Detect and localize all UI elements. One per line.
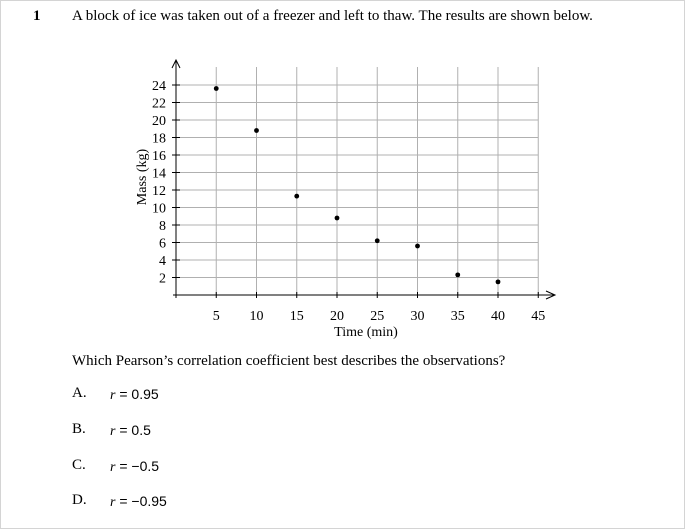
- option-d-number: = −0.95: [115, 493, 167, 509]
- x-tick-label: 35: [451, 309, 465, 324]
- option-c-value[interactable]: r = −0.5: [110, 458, 159, 476]
- y-tick-label: 24: [152, 79, 166, 94]
- option-b-number: = 0.5: [115, 422, 151, 438]
- y-tick-label: 20: [152, 114, 166, 129]
- x-tick-label: 40: [491, 309, 505, 324]
- y-tick-label: 8: [159, 219, 166, 234]
- question-text: A block of ice was taken out of a freeze…: [72, 8, 593, 24]
- option-c-var: r: [110, 460, 116, 475]
- option-d-var: r: [110, 495, 116, 510]
- data-point: [334, 215, 340, 221]
- question-number: 1: [33, 8, 41, 24]
- x-tick-label: 25: [370, 309, 384, 324]
- y-tick-label: 16: [152, 149, 166, 164]
- y-axis-arrow: [171, 58, 181, 69]
- y-tick-label: 14: [152, 167, 166, 182]
- x-tick-label: 5: [213, 309, 220, 324]
- y-tick-label: 12: [152, 184, 166, 199]
- data-point: [213, 86, 219, 91]
- x-tick-label: 10: [250, 309, 264, 324]
- option-a-letter: A.: [72, 385, 87, 401]
- x-axis-label: Time (min): [334, 325, 398, 340]
- y-tick-label: 18: [152, 132, 166, 147]
- y-tick-label: 4: [159, 254, 166, 269]
- y-tick-label: 10: [152, 202, 166, 217]
- option-d-value[interactable]: r = −0.95: [110, 493, 167, 511]
- option-c-number: = −0.5: [115, 458, 160, 474]
- x-tick-label: 15: [290, 309, 304, 324]
- y-axis-label: Mass (kg): [135, 148, 150, 205]
- x-axis-arrow: [545, 290, 557, 300]
- option-c-letter: C.: [72, 457, 86, 473]
- x-tick-label: 20: [330, 309, 344, 324]
- data-point: [294, 193, 300, 199]
- data-point: [374, 238, 380, 244]
- data-point: [455, 272, 461, 278]
- y-tick-label: 22: [152, 97, 166, 112]
- option-a-number: = 0.95: [115, 386, 159, 402]
- option-b-letter: B.: [72, 421, 86, 437]
- data-point: [415, 243, 420, 249]
- option-a-value[interactable]: r = 0.95: [110, 386, 159, 404]
- x-tick-label: 30: [411, 309, 425, 324]
- option-b-value[interactable]: r = 0.5: [110, 422, 151, 440]
- question-prompt: Which Pearson’s correlation coefficient …: [72, 353, 506, 369]
- option-b-var: r: [110, 424, 116, 439]
- data-point: [495, 279, 501, 285]
- y-tick-label: 2: [159, 272, 166, 287]
- y-tick-label: 6: [159, 237, 166, 252]
- option-a-var: r: [110, 388, 116, 403]
- option-d-letter: D.: [72, 492, 87, 508]
- x-tick-label: 45: [531, 309, 545, 324]
- data-point: [254, 128, 259, 133]
